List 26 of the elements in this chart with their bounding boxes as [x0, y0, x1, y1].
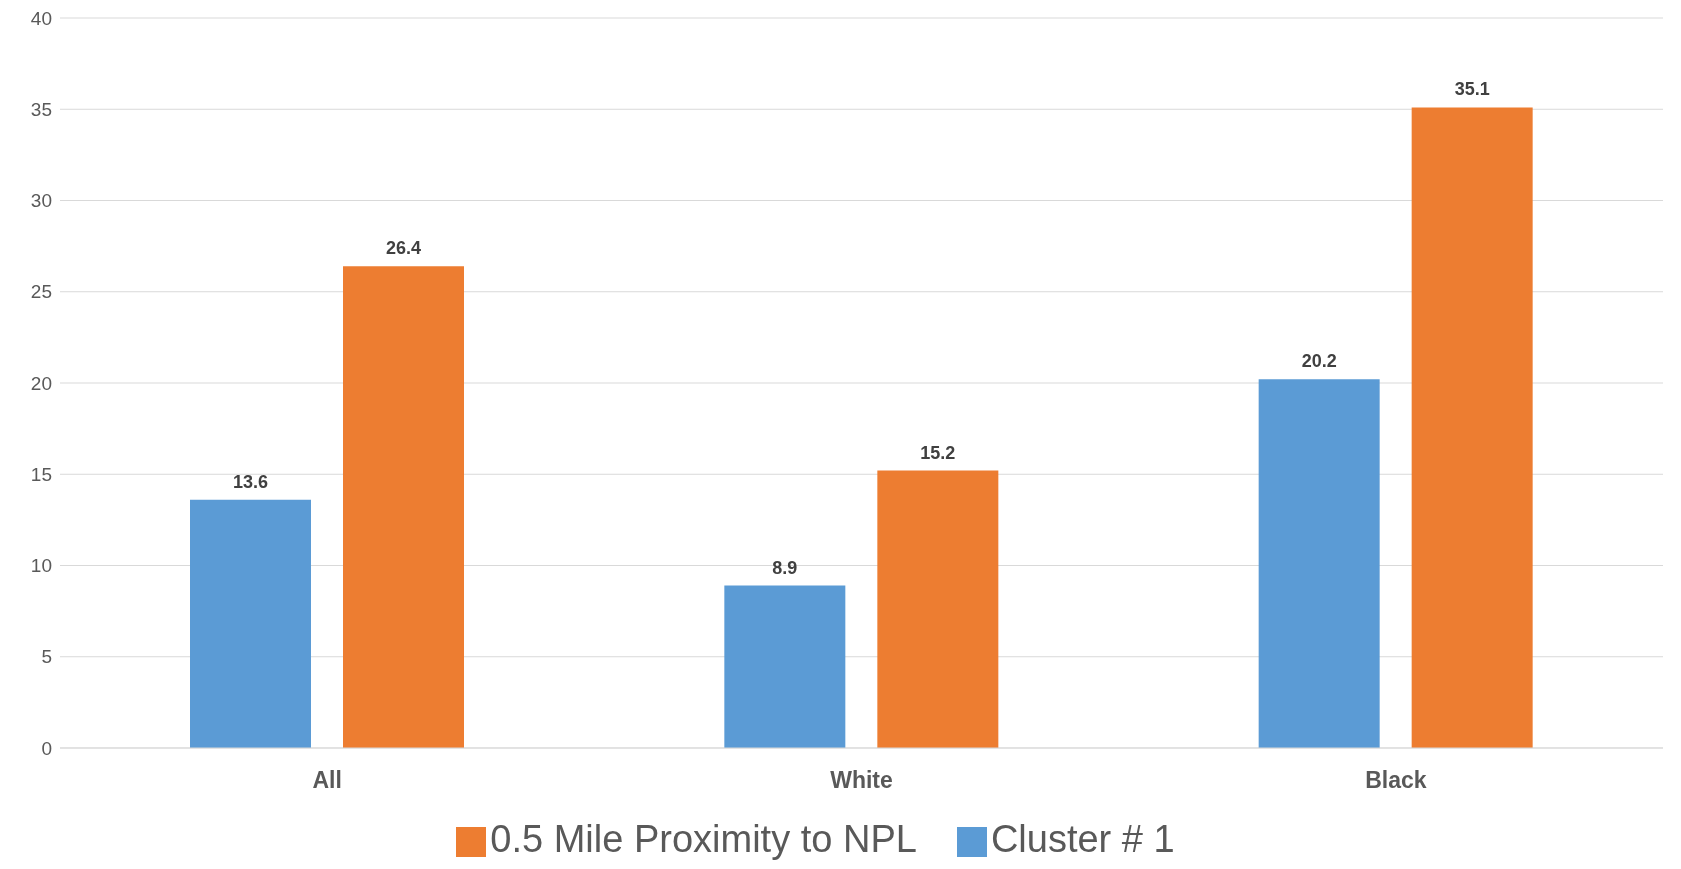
y-tick-label: 10 [30, 555, 52, 577]
y-tick-label: 0 [41, 737, 52, 759]
x-tick-label: Black [1365, 767, 1427, 794]
legend-label: 0.5 Mile Proximity to NPL [490, 818, 917, 860]
bar [190, 499, 311, 748]
data-label: 20.2 [1301, 351, 1337, 372]
data-label: 15.2 [920, 442, 956, 463]
bar [877, 470, 999, 748]
y-tick-label: 5 [41, 646, 52, 668]
bar [1258, 379, 1380, 748]
y-tick-label: 25 [30, 281, 52, 303]
bar [343, 266, 464, 748]
legend-label: Cluster # 1 [990, 818, 1175, 860]
y-tick-label: 35 [30, 99, 52, 120]
x-tick-label: White [830, 767, 893, 794]
x-tick-label: All [312, 767, 342, 794]
data-label: 26.4 [385, 238, 422, 259]
data-label: 35.1 [1454, 79, 1490, 100]
y-tick-label: 40 [30, 7, 52, 29]
y-tick-label: 15 [30, 463, 52, 485]
bar [1411, 107, 1533, 748]
bar [724, 585, 846, 748]
data-label: 13.6 [232, 471, 269, 492]
y-tick-label: 20 [30, 372, 52, 394]
data-label: 8.9 [772, 557, 798, 578]
y-tick-label: 30 [30, 190, 52, 212]
